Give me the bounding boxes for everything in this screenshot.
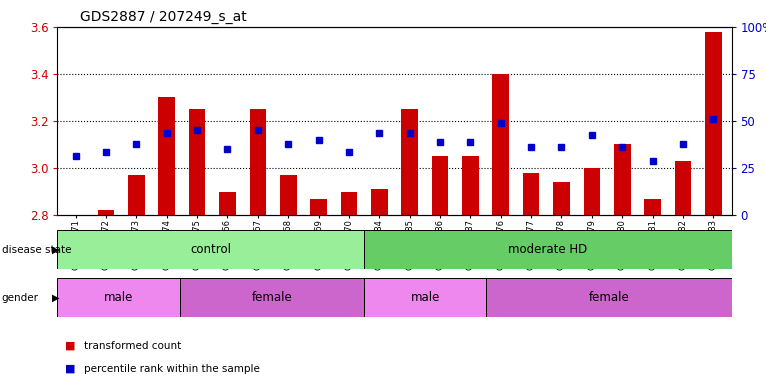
Bar xyxy=(98,210,114,215)
Bar xyxy=(462,156,479,215)
Bar xyxy=(401,109,418,215)
Text: gender: gender xyxy=(2,293,38,303)
Bar xyxy=(57,278,180,317)
Text: male: male xyxy=(104,291,133,304)
Bar xyxy=(486,278,732,317)
Text: GDS2887 / 207249_s_at: GDS2887 / 207249_s_at xyxy=(80,10,247,23)
Bar xyxy=(553,182,570,215)
Text: transformed count: transformed count xyxy=(84,341,182,351)
Bar xyxy=(57,230,364,269)
Bar xyxy=(341,192,357,215)
Bar xyxy=(371,189,388,215)
Bar xyxy=(705,31,722,215)
Bar xyxy=(128,175,145,215)
Text: ▶: ▶ xyxy=(52,245,60,255)
Bar xyxy=(522,173,539,215)
Bar xyxy=(432,156,448,215)
Bar xyxy=(280,175,296,215)
Bar xyxy=(614,144,630,215)
Text: female: female xyxy=(251,291,293,304)
Text: moderate HD: moderate HD xyxy=(508,243,588,256)
Bar xyxy=(584,168,601,215)
Bar xyxy=(675,161,691,215)
Text: ▶: ▶ xyxy=(52,293,60,303)
Bar xyxy=(493,74,509,215)
Bar xyxy=(250,109,267,215)
Text: ■: ■ xyxy=(65,341,76,351)
Bar xyxy=(180,278,364,317)
Bar xyxy=(159,98,175,215)
Text: control: control xyxy=(190,243,231,256)
Bar xyxy=(364,230,732,269)
Text: male: male xyxy=(411,291,440,304)
Bar xyxy=(219,192,236,215)
Bar xyxy=(188,109,205,215)
Bar xyxy=(364,278,486,317)
Bar xyxy=(644,199,661,215)
Text: percentile rank within the sample: percentile rank within the sample xyxy=(84,364,260,374)
Text: ■: ■ xyxy=(65,364,76,374)
Text: female: female xyxy=(588,291,630,304)
Text: disease state: disease state xyxy=(2,245,71,255)
Bar xyxy=(310,199,327,215)
